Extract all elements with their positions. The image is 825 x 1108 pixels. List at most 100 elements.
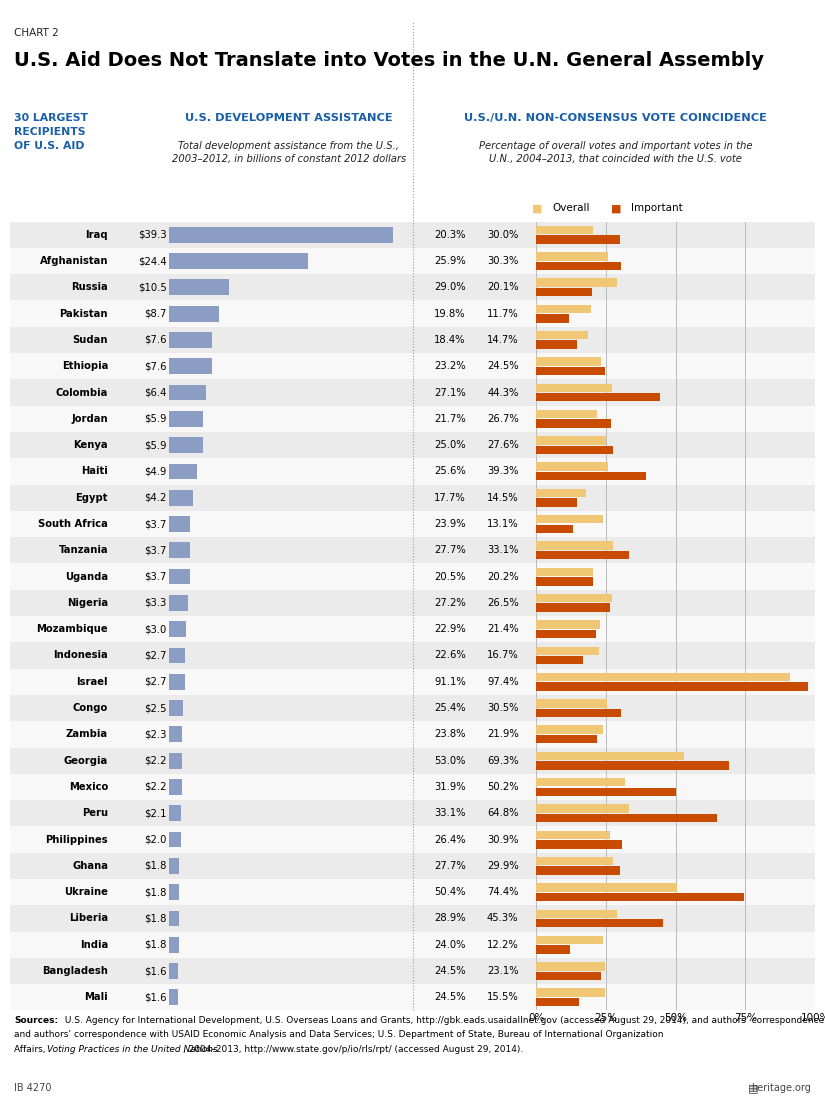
Bar — [536, 831, 610, 839]
Text: $8.7: $8.7 — [144, 309, 167, 319]
Bar — [536, 567, 593, 576]
Text: Total development assistance from the U.S.,
2003–2012, in billions of constant 2: Total development assistance from the U.… — [172, 141, 406, 164]
Text: South Africa: South Africa — [38, 519, 108, 529]
Bar — [536, 919, 662, 927]
Text: Overall: Overall — [553, 203, 590, 213]
Text: 23.2%: 23.2% — [434, 361, 466, 371]
Text: 25.9%: 25.9% — [434, 256, 466, 266]
Text: $4.9: $4.9 — [144, 466, 167, 476]
Text: $2.2: $2.2 — [144, 756, 167, 766]
Text: 29.0%: 29.0% — [434, 283, 466, 293]
Text: 21.4%: 21.4% — [487, 624, 519, 634]
Bar — [536, 761, 729, 770]
Bar — [536, 699, 607, 708]
Bar — [536, 998, 579, 1006]
Bar — [536, 499, 577, 506]
Text: $10.5: $10.5 — [138, 283, 167, 293]
Bar — [536, 709, 621, 717]
Text: 23.8%: 23.8% — [435, 729, 466, 739]
Bar — [536, 683, 808, 690]
Bar — [169, 622, 186, 637]
Text: Congo: Congo — [73, 704, 108, 714]
Text: and authors’ correspondence with USAID Economic Analysis and Data Services; U.S.: and authors’ correspondence with USAID E… — [14, 1030, 663, 1039]
Text: 14.5%: 14.5% — [487, 493, 519, 503]
Bar — [169, 543, 191, 558]
Bar — [169, 806, 182, 821]
Text: Afghanistan: Afghanistan — [40, 256, 108, 266]
Bar — [536, 410, 596, 419]
Bar — [169, 963, 178, 979]
Bar — [536, 305, 592, 314]
Text: U.S./U.N. NON-CONSENSUS VOTE COINCIDENCE: U.S./U.N. NON-CONSENSUS VOTE COINCIDENCE — [464, 113, 767, 123]
Text: 29.9%: 29.9% — [487, 861, 519, 871]
Bar — [169, 700, 183, 716]
Bar — [536, 278, 617, 287]
Bar — [536, 524, 573, 533]
Text: Colombia: Colombia — [56, 388, 108, 398]
Bar — [536, 419, 610, 428]
Bar — [536, 288, 592, 296]
Bar — [536, 620, 600, 628]
Bar — [536, 515, 603, 523]
Text: Mozambique: Mozambique — [36, 624, 108, 634]
Bar — [169, 911, 179, 926]
Text: 64.8%: 64.8% — [487, 808, 518, 819]
Text: $2.7: $2.7 — [144, 677, 167, 687]
Text: 21.7%: 21.7% — [434, 413, 466, 424]
Text: 21.9%: 21.9% — [487, 729, 519, 739]
Text: 18.4%: 18.4% — [435, 335, 466, 345]
Bar — [536, 315, 569, 322]
Bar — [169, 937, 179, 953]
Text: Percentage of overall votes and important votes in the
U.N., 2004–2013, that coi: Percentage of overall votes and importan… — [479, 141, 752, 164]
Bar — [536, 813, 717, 822]
Text: $6.4: $6.4 — [144, 388, 167, 398]
Bar — [169, 463, 197, 480]
Text: 28.9%: 28.9% — [434, 913, 466, 923]
Bar — [536, 577, 592, 585]
Bar — [536, 472, 646, 481]
Text: Important: Important — [631, 203, 683, 213]
Text: $39.3: $39.3 — [138, 229, 167, 239]
Bar — [169, 858, 179, 874]
Text: 91.1%: 91.1% — [434, 677, 466, 687]
Text: Israel: Israel — [77, 677, 108, 687]
Text: Zambia: Zambia — [66, 729, 108, 739]
Text: 27.1%: 27.1% — [434, 388, 466, 398]
Text: $2.2: $2.2 — [144, 782, 167, 792]
Bar — [536, 261, 620, 270]
Bar — [169, 490, 193, 505]
Bar — [536, 462, 608, 471]
Bar — [169, 438, 203, 453]
Text: 33.1%: 33.1% — [435, 808, 466, 819]
Bar — [536, 751, 684, 760]
Text: 30.9%: 30.9% — [487, 834, 518, 844]
Text: 26.4%: 26.4% — [434, 834, 466, 844]
Text: 25.6%: 25.6% — [434, 466, 466, 476]
Bar — [536, 235, 620, 244]
Text: 50.2%: 50.2% — [487, 782, 519, 792]
Text: $2.3: $2.3 — [144, 729, 167, 739]
Bar — [536, 629, 596, 638]
Text: 33.1%: 33.1% — [487, 545, 518, 555]
Bar — [536, 331, 587, 339]
Text: Iraq: Iraq — [86, 229, 108, 239]
Bar — [536, 788, 676, 796]
Text: 22.9%: 22.9% — [434, 624, 466, 634]
Text: 22.6%: 22.6% — [434, 650, 466, 660]
Text: 30 LARGEST
RECIPIENTS
OF U.S. AID: 30 LARGEST RECIPIENTS OF U.S. AID — [14, 113, 88, 151]
Bar — [536, 340, 578, 349]
Text: Russia: Russia — [71, 283, 108, 293]
Text: ■: ■ — [610, 203, 621, 213]
Bar — [536, 856, 614, 865]
Bar — [536, 367, 605, 376]
Bar — [169, 674, 185, 689]
Bar — [536, 226, 593, 234]
Text: Haiti: Haiti — [82, 466, 108, 476]
Bar — [536, 604, 610, 612]
Bar — [536, 893, 743, 901]
Text: 15.5%: 15.5% — [487, 993, 519, 1003]
Text: 12.2%: 12.2% — [487, 940, 519, 950]
Text: Nigeria: Nigeria — [67, 598, 108, 608]
Bar — [536, 445, 613, 454]
Text: 30.0%: 30.0% — [487, 229, 518, 239]
